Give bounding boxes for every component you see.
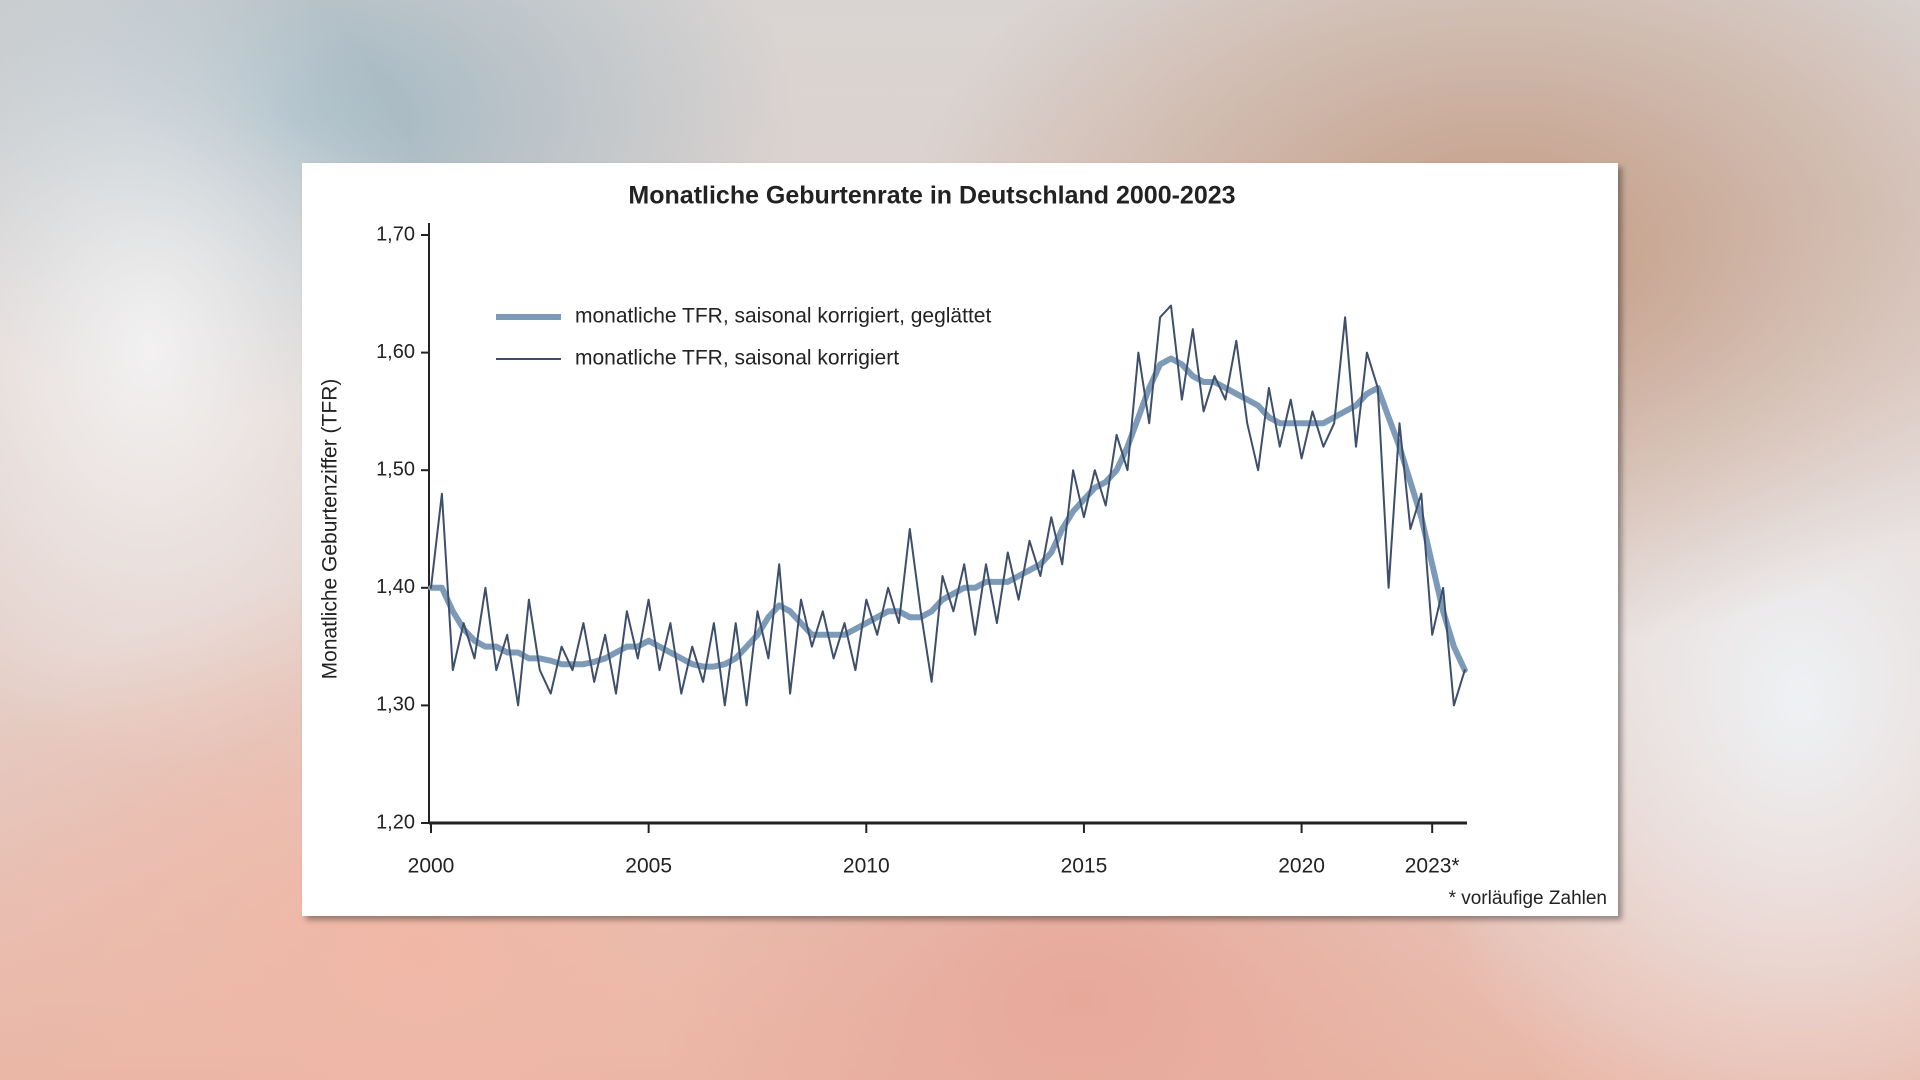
y-tick-label: 1,60 [376, 341, 415, 363]
y-tick-label: 1,30 [376, 694, 415, 716]
y-tick-label: 1,50 [376, 458, 415, 480]
x-tick-label: 2023* [1405, 855, 1460, 878]
y-tick-label: 1,40 [376, 576, 415, 598]
legend-label: monatliche TFR, saisonal korrigiert, geg… [575, 305, 991, 328]
legend-label: monatliche TFR, saisonal korrigiert [575, 347, 899, 370]
y-tick-label: 1,70 [376, 223, 415, 245]
y-tick-label: 1,20 [376, 811, 415, 833]
chart-card [302, 163, 1618, 916]
x-tick-label: 2015 [1061, 855, 1108, 878]
data-line [430, 304, 1466, 707]
chart-title: Monatliche Geburtenrate in Deutschland 2… [628, 182, 1235, 210]
footnote: * vorläufige Zahlen [1449, 888, 1607, 909]
x-tick-label: 2020 [1278, 855, 1325, 878]
x-tick-label: 2010 [843, 855, 890, 878]
y-axis-label: Monatliche Geburtenziffer (TFR) [319, 379, 342, 680]
x-tick-label: 2000 [408, 855, 455, 878]
x-tick-label: 2005 [625, 855, 672, 878]
